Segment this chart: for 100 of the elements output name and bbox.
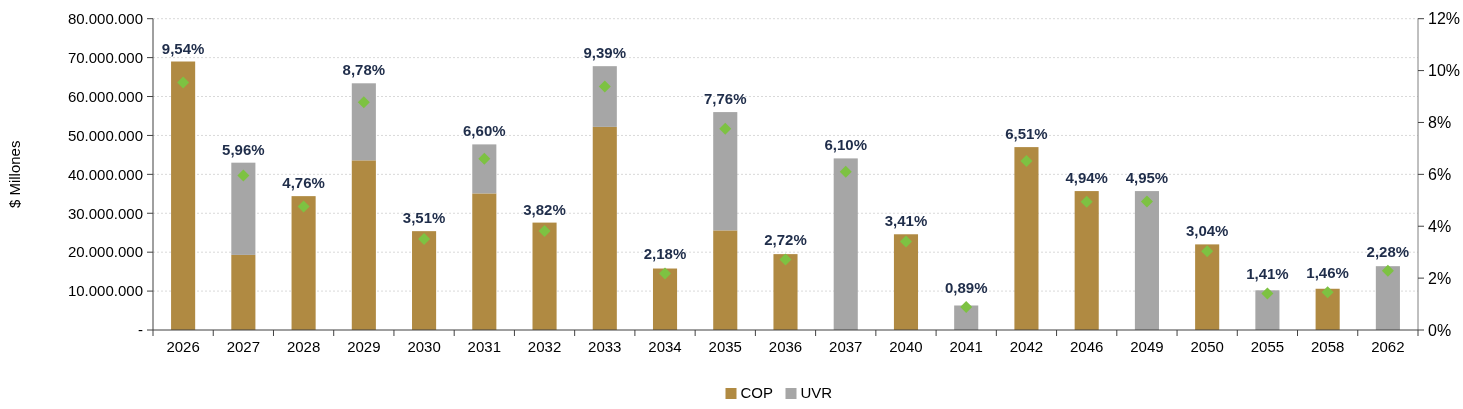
x-tick-label: 2027 <box>226 338 261 355</box>
point <box>418 232 431 245</box>
x-tick-label: 2034 <box>648 338 682 355</box>
data-label: 2,28% <box>1366 242 1410 260</box>
point <box>297 200 310 213</box>
point <box>719 122 732 135</box>
y2-tick-label: 12% <box>1428 10 1461 28</box>
data-label: 3,41% <box>884 212 928 230</box>
y2-tick-label: 4% <box>1428 217 1452 235</box>
bar <box>1255 290 1280 330</box>
bar <box>592 66 617 127</box>
point <box>1080 195 1093 208</box>
x-tick-label: 2042 <box>1009 338 1044 355</box>
point <box>659 267 672 280</box>
data-label: 3,51% <box>402 209 446 227</box>
data-label: 8,78% <box>342 61 386 79</box>
point <box>1201 245 1214 258</box>
bar <box>472 144 497 194</box>
y-tick-label: 40.000.000 <box>67 165 143 183</box>
y-tick-label: 70.000.000 <box>67 48 143 66</box>
y-axis-title: $ Millones <box>6 140 23 209</box>
data-label: 9,39% <box>583 44 627 62</box>
bar <box>1375 266 1400 330</box>
point <box>779 253 792 266</box>
bar <box>713 230 738 330</box>
x-tick-label: 2055 <box>1250 338 1285 355</box>
data-label: 1,41% <box>1246 265 1289 283</box>
data-label: 2,72% <box>764 231 807 249</box>
bar <box>1134 191 1159 330</box>
y-tick-label: 20.000.000 <box>67 243 143 261</box>
bar <box>1315 288 1340 330</box>
x-tick-label: 2062 <box>1371 338 1405 355</box>
bar <box>713 112 738 231</box>
data-label: 2,18% <box>643 245 687 263</box>
x-tick-label: 2036 <box>768 338 803 355</box>
data-label: 6,60% <box>463 122 506 140</box>
data-label: 0,89% <box>944 278 988 296</box>
bar <box>833 158 858 330</box>
data-label: 6,51% <box>1005 125 1048 143</box>
data-label: 4,95% <box>1125 169 1169 187</box>
point <box>478 152 491 165</box>
bar <box>231 162 256 255</box>
y-tick-label: 10.000.000 <box>67 282 143 300</box>
x-tick-label: 2058 <box>1310 338 1345 355</box>
bar <box>1074 191 1099 330</box>
bar <box>1195 244 1220 330</box>
legend-label: COP <box>740 384 774 401</box>
x-tick-label: 2050 <box>1190 338 1224 355</box>
bar <box>773 254 798 330</box>
y2-tick-label: 6% <box>1428 165 1452 183</box>
bar <box>291 196 316 330</box>
point <box>177 76 190 89</box>
data-label: 4,94% <box>1065 169 1108 187</box>
bar <box>652 268 678 330</box>
y-tick-label: 80.000.000 <box>67 9 143 27</box>
bar <box>351 83 376 161</box>
data-label: 3,04% <box>1185 222 1229 240</box>
point <box>1020 155 1033 168</box>
point <box>1261 287 1274 300</box>
x-tick-label: 2037 <box>829 338 863 355</box>
bar <box>412 231 437 330</box>
point <box>357 96 370 109</box>
x-tick-label: 2035 <box>708 338 742 355</box>
x-tick-label: 2030 <box>407 338 441 355</box>
bar <box>171 61 196 330</box>
y2-tick-label: 10% <box>1428 62 1461 80</box>
bar <box>592 126 617 330</box>
x-tick-label: 2049 <box>1130 338 1164 355</box>
point <box>960 300 973 313</box>
point <box>1381 264 1394 277</box>
data-label: 7,76% <box>703 90 747 108</box>
bar <box>532 222 557 330</box>
data-label: 9,54% <box>161 39 205 57</box>
x-tick-label: 2031 <box>467 338 501 355</box>
x-tick-label: 2028 <box>286 338 321 355</box>
x-tick-label: 2046 <box>1070 338 1104 355</box>
bar <box>231 254 256 330</box>
y2-tick-label: 0% <box>1428 321 1452 339</box>
legend-label: UVR <box>800 384 833 401</box>
data-label: 4,76% <box>282 174 325 192</box>
x-tick-label: 2026 <box>166 338 200 355</box>
y2-tick-label: 8% <box>1428 114 1452 132</box>
y-tick-label: 60.000.000 <box>67 87 143 105</box>
x-tick-label: 2032 <box>527 338 562 355</box>
x-tick-label: 2029 <box>347 338 381 355</box>
y-tick-label: 50.000.000 <box>67 126 143 144</box>
bar <box>1014 147 1039 330</box>
point <box>1140 195 1153 208</box>
data-label: 6,10% <box>824 136 868 154</box>
y2-tick-label: 2% <box>1428 269 1452 287</box>
point <box>598 80 611 93</box>
x-tick-label: 2033 <box>588 338 622 355</box>
x-tick-label: 2040 <box>889 338 923 355</box>
y-tick-label: 30.000.000 <box>67 204 143 222</box>
data-label: 5,96% <box>222 140 265 158</box>
point <box>1321 286 1334 299</box>
bar <box>893 234 919 330</box>
y-tick-label: - <box>138 321 143 339</box>
point <box>839 165 852 178</box>
point <box>237 169 250 182</box>
